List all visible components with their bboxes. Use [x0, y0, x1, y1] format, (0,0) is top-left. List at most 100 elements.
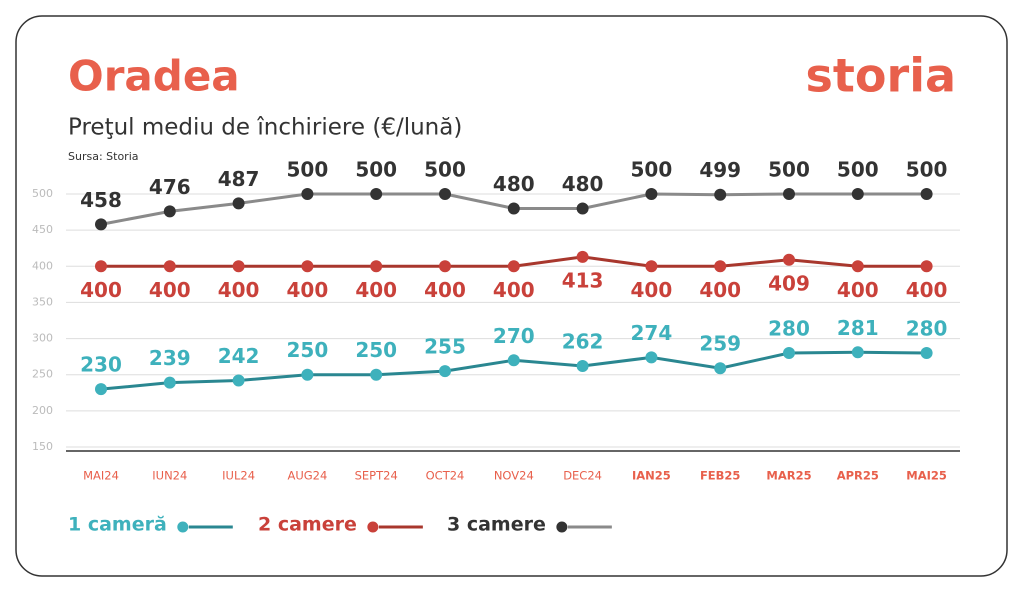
data-label: 400 [906, 278, 948, 302]
y-tick-label: 500 [32, 187, 53, 200]
point [95, 383, 107, 396]
x-tick-label: IUN24 [152, 469, 187, 483]
point [851, 346, 864, 359]
x-tick-label: MAR25 [766, 469, 811, 483]
data-label: 274 [631, 321, 673, 345]
y-tick-label: 150 [32, 440, 53, 453]
data-label: 487 [218, 167, 260, 191]
point [714, 188, 727, 201]
data-label: 259 [699, 332, 741, 356]
data-label: 230 [80, 353, 122, 377]
point [783, 253, 795, 266]
point [439, 260, 451, 273]
data-label: 280 [906, 317, 948, 341]
point [95, 218, 107, 231]
x-tick-label: APR25 [837, 469, 879, 483]
legend-marker [367, 521, 379, 533]
data-label: 476 [149, 175, 191, 199]
point [163, 205, 176, 218]
point [645, 260, 658, 273]
point [783, 188, 795, 200]
data-label: 255 [424, 335, 466, 359]
x-tick-label: IAN25 [632, 469, 671, 483]
x-tick-label: MAI24 [83, 469, 119, 483]
point [370, 260, 383, 273]
data-label: 400 [699, 278, 741, 302]
point [507, 260, 520, 273]
point [576, 250, 589, 263]
point [920, 347, 933, 360]
point [301, 188, 314, 200]
y-tick-label: 200 [32, 404, 53, 417]
point [920, 188, 933, 200]
data-label: 400 [493, 278, 535, 302]
y-tick-label: 300 [32, 332, 53, 345]
data-label: 281 [837, 316, 879, 340]
point [163, 260, 176, 273]
chart-title: Oradea [68, 52, 240, 101]
x-tick-label: DEC24 [563, 469, 602, 483]
data-label: 480 [562, 172, 604, 196]
legend-label: 1 cameră [68, 514, 167, 536]
legend-label: 3 camere [447, 514, 546, 536]
data-label: 458 [80, 188, 122, 212]
data-label: 250 [355, 338, 397, 362]
point [576, 202, 589, 215]
x-tick-label: AUG24 [287, 469, 327, 483]
point [507, 354, 520, 367]
point [851, 260, 864, 273]
data-label: 500 [287, 158, 329, 182]
data-label: 413 [562, 268, 604, 292]
data-label: 500 [424, 158, 466, 182]
point [232, 260, 245, 273]
point [232, 374, 245, 387]
data-label: 500 [837, 158, 879, 182]
data-label: 500 [631, 158, 673, 182]
point [645, 351, 658, 364]
data-label: 400 [218, 278, 260, 302]
source: Sursa: Storia [68, 150, 139, 163]
point [439, 365, 451, 378]
y-tick-label: 250 [32, 368, 53, 381]
x-tick-label: NOV24 [494, 469, 534, 483]
data-label: 239 [149, 346, 191, 370]
data-label: 400 [80, 278, 122, 302]
point [301, 260, 314, 273]
data-label: 400 [287, 278, 329, 302]
data-label: 400 [837, 278, 879, 302]
legend-marker [177, 521, 189, 533]
data-label: 500 [906, 158, 948, 182]
point [507, 202, 520, 215]
point [920, 260, 933, 273]
point [301, 368, 314, 381]
data-label: 242 [218, 344, 260, 368]
x-tick-label: IUL24 [222, 469, 255, 483]
point [714, 362, 727, 375]
data-label: 270 [493, 324, 535, 348]
y-tick-label: 400 [32, 259, 53, 272]
legend-label: 2 camere [258, 514, 357, 536]
data-label: 262 [562, 330, 604, 354]
point [851, 188, 864, 200]
data-label: 400 [355, 278, 397, 302]
x-tick-label: MAI25 [906, 469, 947, 483]
data-label: 499 [699, 158, 741, 182]
data-label: 409 [768, 271, 810, 295]
point [714, 260, 727, 273]
point [370, 368, 383, 381]
data-label: 400 [424, 278, 466, 302]
point [783, 347, 795, 360]
frame [15, 15, 1008, 577]
point [370, 188, 383, 200]
point [439, 188, 451, 200]
data-label: 400 [631, 278, 673, 302]
x-tick-label: SEPT24 [355, 469, 398, 483]
data-label: 500 [768, 158, 810, 182]
data-label: 500 [355, 158, 397, 182]
y-tick-label: 450 [32, 223, 53, 236]
point [95, 260, 107, 273]
point [232, 197, 245, 210]
data-label: 400 [149, 278, 191, 302]
legend-marker [556, 521, 568, 533]
data-label: 250 [287, 338, 329, 362]
